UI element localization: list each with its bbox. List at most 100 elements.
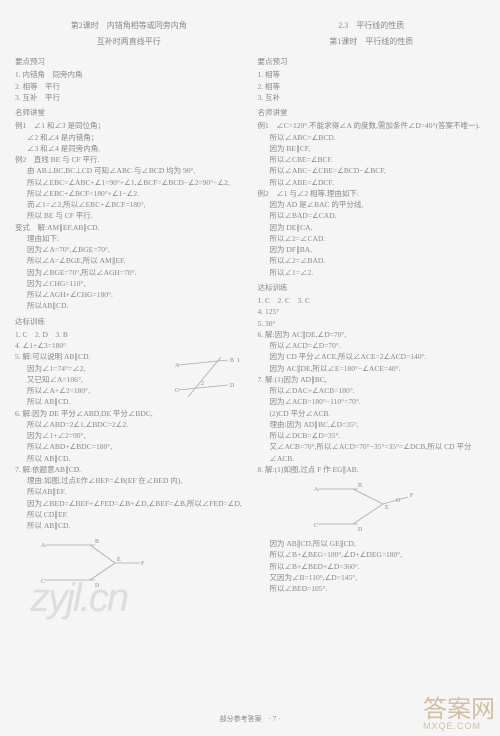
ex2-3: 所以∠EBC+∠BCF=180°+∠1−∠2.: [15, 188, 243, 199]
rex2-3: 因为 DE∥CA,: [258, 222, 486, 233]
bx-3: 所以∠A=∠BGE,所以 AM∥EF.: [15, 255, 243, 266]
rex1-5: 所以∠ABE=∠DCF.: [258, 177, 486, 188]
rdq-6: 因为 AC∥DE,所以∠E=180°−∠ACE=40°.: [258, 363, 486, 374]
rex1-1: 所以∠ABC=∠BCD.: [258, 132, 486, 143]
fig2-D: D: [95, 583, 100, 589]
p7-2: 所以AB∥EF.: [15, 486, 243, 497]
fig2-E: E: [117, 557, 121, 563]
p6-3: 所以∠ABD+∠BDC=180°,: [15, 441, 243, 452]
fig3-B: B: [358, 483, 362, 489]
figure-1: A B 1 C D 2: [173, 355, 243, 400]
ex2-1: 由 AB⊥BC,BC⊥CD 可知∠ABC 与∠BCD 均为 90°,: [15, 165, 243, 176]
rp8-2: 所以∠B+∠BEG=180°,∠D+∠DEG=180°,: [258, 549, 486, 560]
rex2-4: 所以∠2=∠CAD.: [258, 233, 486, 244]
p6-4: 所以 AB∥CD.: [15, 453, 243, 464]
p7-4: 所以 AB∥CD.: [15, 520, 243, 531]
left-sec3: 达标训练: [15, 316, 243, 327]
fig3-G: G: [396, 498, 401, 504]
fig2-F: F: [141, 561, 145, 567]
left-pt1: 1. 内错角 同旁内角: [15, 69, 243, 80]
rex2-7: 所以∠1=∠2.: [258, 267, 486, 278]
rdq-3: 6. 解:因为 AC∥DE,∠D=70°,: [258, 329, 486, 340]
rp7-2: 因为∠ACB=180°−110°=70°.: [258, 396, 486, 407]
left-pt2: 2. 相等 平行: [15, 81, 243, 92]
rdq-0: 1. C 2. C 3. C: [258, 295, 486, 306]
fig1-B: B: [230, 358, 234, 364]
p6-2: 因为∠1+∠2=90°,: [15, 430, 243, 441]
p7-0: 7. 解:依题意AB∥CD.: [15, 464, 243, 475]
rp7-5: 所以∠DCB=∠D=35°.: [258, 430, 486, 441]
rdq-5: 因为 CD 平分∠ACE,所以∠ACE=2∠ACD=140°.: [258, 351, 486, 362]
p7-3: 因为∠BED=∠BEF+∠FED=∠B+∠D,∠BEF=∠B,所以∠FED=∠D…: [15, 498, 243, 521]
page-number: 部分参考答案 · 7 ·: [0, 714, 500, 724]
ex1-1: ∠2 和∠4 是内错角；: [15, 132, 243, 143]
fig1-C: C: [175, 388, 179, 394]
fig1-D: D: [230, 383, 235, 389]
ex2-0: 例2 直线 BE 与 CF 平行.: [15, 154, 243, 165]
left-sec1: 要点预习: [15, 56, 243, 67]
fig2-C: C: [41, 579, 45, 585]
p6-1: 所以∠ABD=2∠1,∠BDC=2∠2.: [15, 419, 243, 430]
bx-6: 所以∠AGH+∠CHG=180°.: [15, 289, 243, 300]
bx-1: 理由如下:: [15, 233, 243, 244]
right-title-2: 第1课时 平行线的性质: [258, 36, 486, 48]
figure-3: A B C D E F G: [308, 479, 418, 534]
bx-5: 因为∠CHG=110°,: [15, 278, 243, 289]
rp8-1: 因为 AB∥CD,所以 GE∥CD,: [258, 538, 486, 549]
rex1-2: 因为 BE∥CF,: [258, 143, 486, 154]
left-sec2: 名师讲堂: [15, 107, 243, 118]
fig3-E: E: [385, 505, 389, 511]
right-title-1: 2.3 平行线的性质: [258, 20, 486, 32]
p6-0: 6. 解:因为 DE 平分∠ABD,DE 平分∠BDC,: [15, 408, 243, 419]
dq-0: 1. C 2. D 3. B: [15, 329, 243, 340]
fig1-2: 2: [201, 381, 204, 387]
rp7-3: (2)CD 平分∠ACB.: [258, 408, 486, 419]
left-title-2: 互补时两直线平行: [15, 36, 243, 48]
ex2-5: 所以 BE 与 CF 平行.: [15, 210, 243, 221]
ex2-4: 而∠1=∠2,所以∠EBC+∠BCF=180°,: [15, 199, 243, 210]
left-pt3: 3. 互补 平行: [15, 92, 243, 103]
rex2-2: 所以∠BAD=∠CAD.: [258, 210, 486, 221]
rex1-4: 所以∠ABC−∠CBE=∠BCD−∠BCF,: [258, 165, 486, 176]
rex1-0: 例1 ∠C=120°.不能求得∠A 的度数,需加条件∠D=40°(答案不唯一).: [258, 120, 486, 131]
rex2-0: 例2 ∠1 与∠2 相等.理由如下:: [258, 188, 486, 199]
rp7-1: 所以∠DAC+∠ACB=180°.: [258, 385, 486, 396]
bx-0: 变式 解:AM∥EF,AB∥CD.: [15, 222, 243, 233]
fig2-B: B: [95, 539, 99, 545]
rdq-1: 4. 125°: [258, 306, 486, 317]
ex1-0: 例1 ∠1 和∠3 是同位角；: [15, 120, 243, 131]
rp8-4: 又因为∠B=110°,∠D=145°,: [258, 572, 486, 583]
rex2-5: 因为 DF∥BA,: [258, 244, 486, 255]
rp8-5: 所以∠BED=105°.: [258, 583, 486, 594]
fig1-A: A: [175, 363, 180, 369]
right-sec3: 达标训练: [258, 282, 486, 293]
right-sec2: 名师讲堂: [258, 107, 486, 118]
rex2-6: 所以∠2=∠BAD.: [258, 255, 486, 266]
fig1-C1: 1: [237, 358, 240, 364]
rp7-0: 7. 解:(1)因为 AD∥BC,: [258, 374, 486, 385]
rp7-4: 理由:因为 AD∥BC,∠D=35°,: [258, 419, 486, 430]
p7-1: 理由:如图,过点E作∠BEF=∠B(EF 在∠BED 内),: [15, 475, 243, 486]
fig3-F: F: [410, 493, 414, 499]
right-column: 2.3 平行线的性质 第1课时 平行线的性质 要点预习 1. 相等 2. 相等 …: [258, 20, 486, 706]
rex2-1: 因为 AD 是∠BAC 的平分线,: [258, 199, 486, 210]
ex1-2: ∠3 和∠4 是同旁内角.: [15, 143, 243, 154]
dq-1: 4. ∠1+∠3=180°: [15, 340, 243, 351]
bx-2: 因为∠A=70°,∠BGE=70°,: [15, 244, 243, 255]
rdq-4: 所以∠ACD=∠D=70°.: [258, 340, 486, 351]
rpt1: 1. 相等: [258, 69, 486, 80]
right-sec1: 要点预习: [258, 56, 486, 67]
bx-7: 所以AB∥CD.: [15, 300, 243, 311]
rp8-3: 所以∠B+∠BED+∠D=360°.: [258, 561, 486, 572]
fig3-D: D: [358, 527, 363, 533]
left-column: 第2课时 内错角相等或同旁内角 互补时两直线平行 要点预习 1. 内错角 同旁内…: [15, 20, 243, 706]
bx-4: 因为∠BGE=70°,所以∠AGH=70°.: [15, 267, 243, 278]
rdq-2: 5. 30°: [258, 318, 486, 329]
ex2-2: 所以∠EBC=∠ABC+∠1=90°+∠1,∠BCF=∠BCD−∠2=90°−∠…: [15, 177, 243, 188]
fig3-A: A: [314, 487, 319, 493]
rpt3: 3. 互补: [258, 92, 486, 103]
figure-2: A B C D E F: [35, 535, 145, 590]
rpt2: 2. 相等: [258, 81, 486, 92]
fig3-C: C: [314, 523, 318, 529]
left-title-1: 第2课时 内错角相等或同旁内角: [15, 20, 243, 32]
